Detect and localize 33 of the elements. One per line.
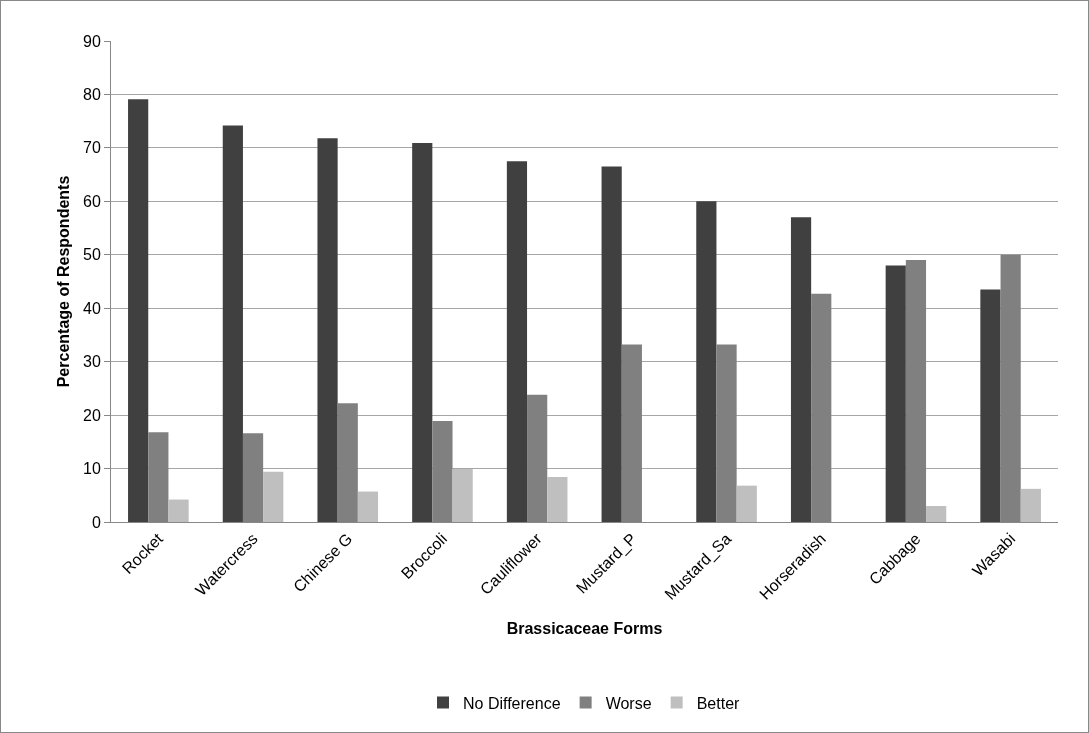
legend-label: Better [696,694,741,712]
bar [601,166,622,522]
bar [926,505,947,522]
y-tick-label: 70 [83,139,101,157]
bar [412,143,433,522]
y-tick-label: 90 [83,32,101,50]
y-tick-label: 60 [83,192,101,210]
bar [263,471,284,522]
bar [885,265,906,522]
bar [790,217,812,522]
bar [1020,488,1041,522]
legend-label: No Difference [463,694,561,712]
bar [317,138,338,522]
bar [128,99,149,522]
bar [357,491,379,522]
bar [696,201,717,522]
y-tick-label: 40 [83,299,101,317]
y-tick-label: 20 [83,406,101,424]
y-tick-label: 0 [91,513,101,531]
y-tick-label: 10 [83,460,101,478]
bar [547,477,568,522]
bar [168,499,189,522]
legend-label: Worse [605,694,652,712]
bar [980,289,1001,522]
y-tick-label: 50 [83,246,101,264]
bar [506,161,528,522]
y-tick-label: 30 [83,353,101,371]
y-axis-title: Percentage of Respondents [55,175,72,388]
bar [222,125,243,522]
y-tick-label: 80 [83,86,101,104]
bar [736,485,757,522]
x-axis-title: Brassicaceae Forms [506,620,663,638]
bar [452,469,473,522]
